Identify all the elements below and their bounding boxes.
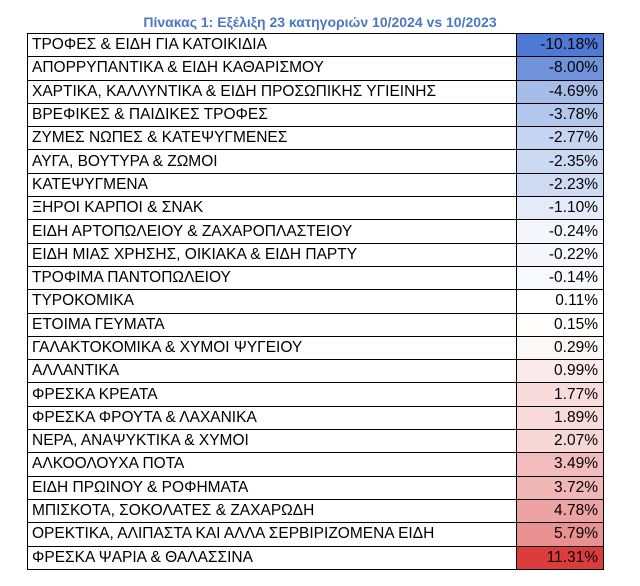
category-cell: ΤΥΡΟΚΟΜΙΚΑ — [27, 289, 517, 314]
table-row: ΦΡΕΣΚΑ ΚΡΕΑΤΑ 1.77% — [27, 382, 604, 407]
category-cell: ΕΙΔΗ ΠΡΩΙΝΟΥ & ΡΟΦΗΜΑΤΑ — [27, 475, 517, 500]
category-cell: ΦΡΕΣΚΑ ΨΑΡΙΑ & ΘΑΛΑΣΣΙΝΑ — [27, 545, 517, 570]
table-row: ΕΙΔΗ ΑΡΤΟΠΩΛΕΙΟΥ & ΖΑΧΑΡΟΠΛΑΣΤΕΙΟΥ -0.24% — [27, 219, 604, 244]
category-cell: ΟΡΕΚΤΙΚΑ, ΑΛΙΠΑΣΤΑ ΚΑΙ ΑΛΛΑ ΣΕΡΒΙΡΙΖΟΜΕΝ… — [27, 522, 517, 547]
category-cell: ΧΑΡΤΙΚΑ, ΚΑΛΛΥΝΤΙΚΑ & ΕΙΔΗ ΠΡΟΣΩΠΙΚΗΣ ΥΓ… — [27, 79, 517, 104]
category-cell: ΑΠΟΡΡΥΠΑΝΤΙΚΑ & ΕΙΔΗ ΚΑΘΑΡΙΣΜΟΥ — [27, 56, 517, 81]
category-cell: ΑΥΓΑ, ΒΟΥΤΥΡΑ & ΖΩΜΟΙ — [27, 149, 517, 174]
table-row: ΑΛΛΑΝΤΙΚΑ 0.99% — [27, 359, 604, 384]
category-cell: ΕΙΔΗ ΑΡΤΟΠΩΛΕΙΟΥ & ΖΑΧΑΡΟΠΛΑΣΤΕΙΟΥ — [27, 219, 517, 244]
category-cell: ΦΡΕΣΚΑ ΦΡΟΥΤΑ & ΛΑΧΑΝΙΚΑ — [27, 405, 517, 431]
table-row: ΕΙΔΗ ΜΙΑΣ ΧΡΗΣΗΣ, ΟΙΚΙΑΚΑ & ΕΙΔΗ ΠΑΡΤΥ -0… — [27, 242, 604, 267]
table-row: ΖΥΜΕΣ ΝΩΠΕΣ & ΚΑΤΕΨΥΓΜΕΝΕΣ -2.77% — [27, 126, 604, 151]
change-value-cell: -2.23% — [516, 172, 604, 198]
table-row: ΦΡΕΣΚΑ ΦΡΟΥΤΑ & ΛΑΧΑΝΙΚΑ 1.89% — [27, 405, 604, 431]
table-row: ΧΑΡΤΙΚΑ, ΚΑΛΛΥΝΤΙΚΑ & ΕΙΔΗ ΠΡΟΣΩΠΙΚΗΣ ΥΓ… — [27, 79, 604, 104]
change-value-cell: -0.24% — [516, 219, 604, 244]
table-row: ΑΥΓΑ, ΒΟΥΤΥΡΑ & ΖΩΜΟΙ -2.35% — [27, 149, 604, 174]
category-cell: ΞΗΡΟΙ ΚΑΡΠΟΙ & ΣΝΑΚ — [27, 196, 517, 221]
table-row: ΕΙΔΗ ΠΡΩΙΝΟΥ & ΡΟΦΗΜΑΤΑ 3.72% — [27, 475, 604, 500]
change-value-cell: -2.77% — [516, 126, 604, 151]
table-row: ΑΛΚΟΟΛΟΥΧΑ ΠΟΤΑ 3.49% — [27, 452, 604, 477]
category-cell: ΤΡΟΦΕΣ & ΕΙΔΗ ΓΙΑ ΚΑΤΟΙΚΙΔΙΑ — [27, 32, 517, 58]
change-value-cell: -0.14% — [516, 265, 604, 291]
change-value-cell: 0.11% — [516, 289, 604, 314]
table-row: ΒΡΕΦΙΚΕΣ & ΠΑΙΔΙΚΕΣ ΤΡΟΦΕΣ -3.78% — [27, 102, 604, 128]
change-value-cell: -1.10% — [516, 196, 604, 221]
change-value-cell: 1.77% — [516, 382, 604, 407]
table-row: ΤΡΟΦΕΣ & ΕΙΔΗ ΓΙΑ ΚΑΤΟΙΚΙΔΙΑ -10.18% — [27, 32, 604, 58]
table-row: ΝΕΡΑ, ΑΝΑΨΥΚΤΙΚΑ & ΧΥΜΟΙ 2.07% — [27, 429, 604, 454]
table-row: ΓΑΛΑΚΤΟΚΟΜΙΚΑ & ΧΥΜΟΙ ΨΥΓΕΙΟΥ 0.29% — [27, 335, 604, 361]
category-cell: ΑΛΛΑΝΤΙΚΑ — [27, 359, 517, 384]
table-row: ΕΤΟΙΜΑ ΓΕΥΜΑΤΑ 0.15% — [27, 312, 604, 337]
change-value-cell: 1.89% — [516, 405, 604, 431]
change-value-cell: 2.07% — [516, 429, 604, 454]
change-value-cell: 0.99% — [516, 359, 604, 384]
change-value-cell: 3.72% — [516, 475, 604, 500]
table-row: ΤΡΟΦΙΜΑ ΠΑΝΤΟΠΩΛΕΙΟΥ -0.14% — [27, 265, 604, 291]
category-cell: ΒΡΕΦΙΚΕΣ & ΠΑΙΔΙΚΕΣ ΤΡΟΦΕΣ — [27, 102, 517, 128]
change-value-cell: 0.15% — [516, 312, 604, 337]
table-title: Πίνακας 1: Εξέλιξη 23 κατηγοριών 10/2024… — [143, 14, 497, 30]
change-value-cell: 3.49% — [516, 452, 604, 477]
change-value-cell: 5.79% — [516, 522, 604, 547]
category-change-table: ΤΡΟΦΕΣ & ΕΙΔΗ ΓΙΑ ΚΑΤΟΙΚΙΔΙΑ -10.18% ΑΠΟΡΡ… — [27, 32, 604, 570]
change-value-cell: -10.18% — [516, 32, 604, 58]
category-cell: ΕΤΟΙΜΑ ΓΕΥΜΑΤΑ — [27, 312, 517, 337]
table-row: ΞΗΡΟΙ ΚΑΡΠΟΙ & ΣΝΑΚ -1.10% — [27, 196, 604, 221]
change-value-cell: -4.69% — [516, 79, 604, 104]
change-value-cell: -8.00% — [516, 56, 604, 81]
table-row: ΦΡΕΣΚΑ ΨΑΡΙΑ & ΘΑΛΑΣΣΙΝΑ 11.31% — [27, 545, 604, 570]
table-row: ΟΡΕΚΤΙΚΑ, ΑΛΙΠΑΣΤΑ ΚΑΙ ΑΛΛΑ ΣΕΡΒΙΡΙΖΟΜΕΝ… — [27, 522, 604, 547]
category-cell: ΜΠΙΣΚΟΤΑ, ΣΟΚΟΛΑΤΕΣ & ΖΑΧΑΡΩΔΗ — [27, 498, 517, 524]
table-row: ΚΑΤΕΨΥΓΜΕΝΑ -2.23% — [27, 172, 604, 198]
category-cell: ΤΡΟΦΙΜΑ ΠΑΝΤΟΠΩΛΕΙΟΥ — [27, 265, 517, 291]
category-cell: ΝΕΡΑ, ΑΝΑΨΥΚΤΙΚΑ & ΧΥΜΟΙ — [27, 429, 517, 454]
table-row: ΜΠΙΣΚΟΤΑ, ΣΟΚΟΛΑΤΕΣ & ΖΑΧΑΡΩΔΗ 4.78% — [27, 498, 604, 524]
category-cell: ΕΙΔΗ ΜΙΑΣ ΧΡΗΣΗΣ, ΟΙΚΙΑΚΑ & ΕΙΔΗ ΠΑΡΤΥ — [27, 242, 517, 267]
table-row: ΤΥΡΟΚΟΜΙΚΑ 0.11% — [27, 289, 604, 314]
category-cell: ΓΑΛΑΚΤΟΚΟΜΙΚΑ & ΧΥΜΟΙ ΨΥΓΕΙΟΥ — [27, 335, 517, 361]
category-cell: ΚΑΤΕΨΥΓΜΕΝΑ — [27, 172, 517, 198]
category-cell: ΦΡΕΣΚΑ ΚΡΕΑΤΑ — [27, 382, 517, 407]
change-value-cell: -0.22% — [516, 242, 604, 267]
change-value-cell: 0.29% — [516, 335, 604, 361]
category-cell: ΖΥΜΕΣ ΝΩΠΕΣ & ΚΑΤΕΨΥΓΜΕΝΕΣ — [27, 126, 517, 151]
change-value-cell: -3.78% — [516, 102, 604, 128]
change-value-cell: 11.31% — [516, 545, 604, 570]
table-row: ΑΠΟΡΡΥΠΑΝΤΙΚΑ & ΕΙΔΗ ΚΑΘΑΡΙΣΜΟΥ -8.00% — [27, 56, 604, 81]
category-cell: ΑΛΚΟΟΛΟΥΧΑ ΠΟΤΑ — [27, 452, 517, 477]
change-value-cell: 4.78% — [516, 498, 604, 524]
change-value-cell: -2.35% — [516, 149, 604, 174]
